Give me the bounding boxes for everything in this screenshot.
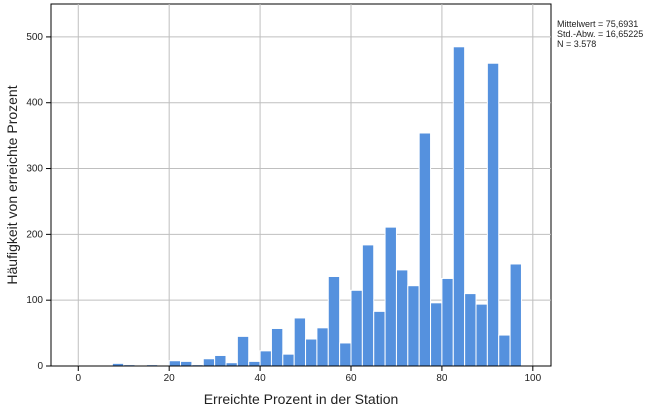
histogram-bar	[293, 317, 307, 367]
histogram-bar	[418, 132, 432, 367]
histogram-bar	[498, 334, 511, 367]
histogram-bar	[361, 244, 375, 367]
y-tick-label: 400	[26, 98, 43, 109]
x-tick-label: 60	[345, 373, 357, 384]
histogram-bar	[486, 62, 500, 367]
y-tick-label: 300	[26, 164, 43, 175]
histogram-bar	[430, 302, 443, 367]
histogram-bar	[407, 285, 420, 367]
histogram-bar	[202, 358, 216, 367]
x-tick-label: 20	[164, 373, 176, 384]
histogram-bar	[509, 263, 522, 367]
y-tick-label: 500	[26, 32, 43, 43]
y-tick-label: 200	[26, 229, 43, 240]
histogram-bar	[475, 303, 488, 367]
x-tick-label: 0	[75, 373, 81, 384]
histogram-bar	[248, 360, 261, 367]
y-tick-label: 0	[37, 361, 43, 372]
histogram-bar	[214, 354, 227, 367]
y-axis-label: Häufigkeit von erreichte Prozent	[4, 85, 20, 284]
histogram-bar	[236, 335, 250, 367]
x-tick-label: 80	[436, 373, 448, 384]
histogram-bar	[282, 353, 295, 367]
x-tick-label: 40	[255, 373, 267, 384]
histogram-bar	[395, 269, 409, 367]
statistics-box: Mittelwert = 75,6931 Std.-Abw. = 16,6522…	[557, 19, 643, 49]
histogram-bar	[350, 289, 363, 367]
histogram-bar	[316, 327, 329, 367]
histogram-bar	[305, 338, 318, 367]
histogram-bar	[339, 342, 352, 367]
histogram-bar	[168, 360, 182, 367]
histogram-bar	[327, 275, 341, 367]
histogram-bar	[259, 350, 272, 367]
histogram-bar	[384, 226, 397, 367]
std-dev-stat: Std.-Abw. = 16,65225	[557, 29, 644, 39]
histogram-bar	[441, 277, 454, 367]
histogram-bar	[373, 310, 386, 367]
histogram-bar	[270, 327, 284, 367]
histogram-bar	[452, 46, 466, 367]
histogram-bar	[464, 293, 477, 367]
x-tick-label: 100	[524, 373, 541, 384]
x-axis-label: Erreichte Prozent in der Station	[204, 391, 399, 407]
n-stat: N = 3.578	[557, 39, 597, 49]
histogram-bar	[180, 360, 193, 367]
y-tick-label: 100	[26, 295, 43, 306]
mean-stat: Mittelwert = 75,6931	[557, 19, 639, 29]
